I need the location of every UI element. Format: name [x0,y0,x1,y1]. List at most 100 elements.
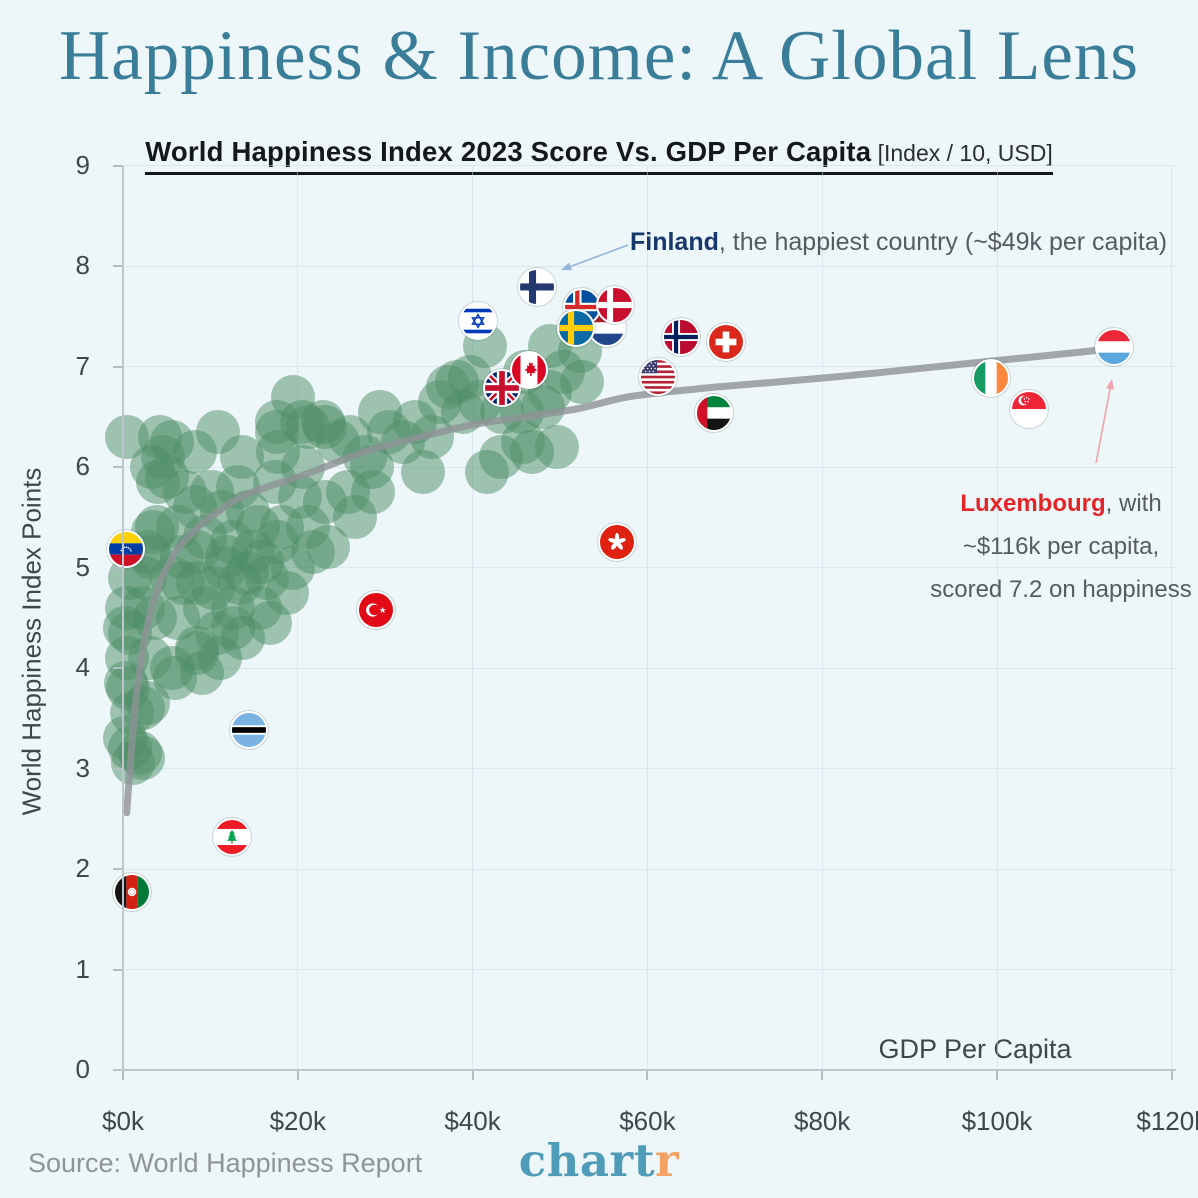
ve-flag-icon [108,532,143,567]
flag-marker-turkiye: ★ [356,590,395,629]
x-axis-line [114,1069,1176,1071]
x-tick-label: $40k [444,1106,501,1136]
y-tick-label: 2 [75,853,90,883]
country-dot [328,414,373,459]
bw-flag-icon [231,713,266,748]
y-tickmark [113,365,123,368]
flag-marker-singapore [1010,389,1049,428]
y-tickmark [113,265,123,267]
luxembourg-annotation: Luxembourg, with ~$116k per capita, scor… [905,482,1198,611]
x-gridline [821,166,823,1070]
y-tick-label: 4 [75,652,90,682]
y-gridline [123,868,1176,870]
y-tick-label: 8 [75,250,90,280]
x-gridline [646,166,648,1070]
y-tick-label: 7 [75,350,90,381]
luxembourg-annotation-line2: ~$116k per capita, [962,533,1160,560]
flag-marker-united-states [638,357,677,396]
x-tickmark [821,1070,824,1080]
y-axis-line [122,166,124,1070]
y-gridline [123,768,1176,769]
x-axis-title: GDP Per Capita [878,1034,1072,1064]
x-tick-label: $0k [102,1106,144,1136]
y-tickmark [113,566,123,569]
y-tick-label: 9 [75,149,90,180]
af-flag-icon [114,875,149,910]
y-tickmark [113,767,123,770]
y-tick-label: 1 [75,953,90,984]
svg-text:★: ★ [378,606,386,616]
chartr-logo-accent: r [655,1134,680,1187]
y-tick-label: 6 [75,451,90,481]
lb-flag-icon [215,819,250,854]
flag-marker-canada [510,350,549,389]
country-dot [121,736,166,781]
y-gridline [123,265,1176,267]
country-dot [535,424,580,469]
x-tick-label: $120k [1136,1106,1198,1136]
luxembourg-annotation-country: Luxembourg [960,490,1106,517]
flag-marker-norway [661,318,700,357]
x-tickmark [996,1070,998,1080]
dk-flag-icon [598,288,633,323]
y-axis-title: World Happiness Index Points [16,467,47,816]
x-tickmark [1170,1070,1173,1080]
flag-marker-luxembourg [1095,328,1134,367]
y-tickmark [113,466,123,468]
hk-flag-icon [599,525,634,560]
x-tickmark [122,1070,124,1080]
ch-flag-icon [709,325,744,360]
luxembourg-annotation-line1: , with [1105,490,1162,517]
page-title: Happiness & Income: A Global Lens [58,17,1140,95]
fi-flag-icon [520,270,555,305]
flag-marker-switzerland [707,323,746,362]
finland-annotation: Finland, the happiest country (~$49k per… [630,228,1167,257]
sg-flag-icon [1012,391,1047,426]
ae-flag-icon [696,395,731,430]
finland-arrow [561,244,629,271]
country-dot [175,625,220,670]
us-flag-icon [640,359,675,394]
il-flag-icon [460,304,495,339]
luxembourg-annotation-line3: scored 7.2 on happiness [930,576,1192,603]
y-tickmark [113,667,123,669]
y-tick-label: 5 [75,551,90,582]
y-tickmark [113,868,123,870]
chart-subtitle-main: World Happiness Index 2023 Score Vs. GDP… [145,136,872,167]
x-tickmark [471,1070,474,1080]
y-tick-label: 3 [75,752,90,783]
tr-flag-icon: ★ [358,592,393,627]
flag-marker-denmark [596,286,635,325]
x-tick-label: $80k [793,1106,851,1136]
x-tick-label: $20k [269,1106,326,1136]
se-flag-icon [558,311,593,346]
no-flag-icon [663,320,698,355]
y-tick-label: 0 [75,1054,90,1084]
y-tickmark [113,968,123,971]
x-gridline [297,166,299,1070]
luxembourg-arrow [1095,379,1115,464]
country-dot [290,530,335,575]
y-gridline [123,165,1176,166]
flag-marker-hong-kong [597,523,636,562]
y-gridline [123,667,1176,669]
flag-marker-venezuela [106,530,145,569]
x-tickmark [296,1070,299,1080]
x-tickmark [646,1070,649,1080]
flag-marker-afghanistan [112,873,151,912]
country-dot [247,600,292,645]
finland-annotation-text: , the happiest country (~$49k per capita… [718,228,1168,256]
flag-marker-ireland [971,358,1010,397]
country-dot [410,414,455,459]
flag-marker-botswana [229,711,268,750]
source-label: Source: World Happiness Report [28,1148,423,1178]
flag-marker-united-arab-emirates [694,393,733,432]
chartr-logo: chartr [0,1134,1198,1187]
ie-flag-icon [973,360,1008,395]
country-dot [105,635,150,680]
y-gridline [123,969,1176,970]
flag-marker-sweden [556,309,595,348]
x-gridline [1171,166,1173,1070]
x-tick-label: $60k [619,1106,676,1136]
flag-marker-lebanon [213,817,252,856]
